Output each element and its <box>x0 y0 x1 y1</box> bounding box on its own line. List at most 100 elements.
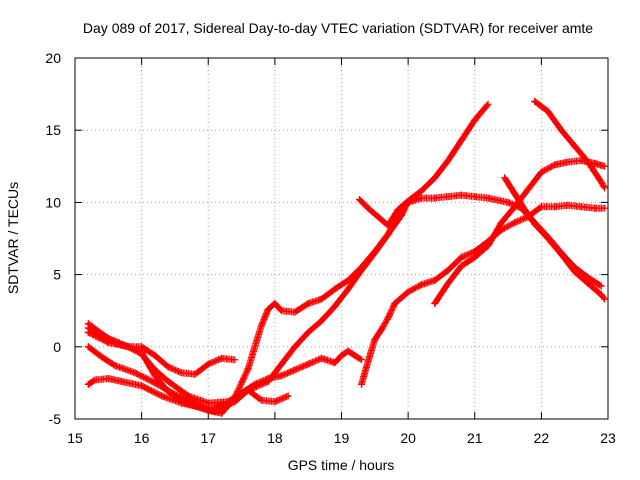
data-point <box>504 198 512 206</box>
data-point <box>457 136 465 144</box>
data-point <box>284 392 292 400</box>
data-point <box>444 157 452 165</box>
data-point <box>511 190 519 198</box>
data-point <box>444 193 452 201</box>
data-point <box>377 325 385 333</box>
data-point <box>191 370 199 378</box>
x-tick-label: 19 <box>334 430 350 446</box>
y-tick-label: 20 <box>45 50 61 66</box>
plot-border <box>74 57 609 420</box>
data-point <box>471 253 479 261</box>
series-track-2 <box>84 320 239 378</box>
data-point <box>178 398 186 406</box>
series-track-5 <box>84 100 492 407</box>
data-point <box>184 392 192 400</box>
data-point <box>591 204 599 212</box>
x-tick-label: 20 <box>400 430 416 446</box>
data-point <box>444 266 452 274</box>
y-tick-label: 5 <box>53 267 61 283</box>
data-point <box>258 321 266 329</box>
data-point <box>151 351 159 359</box>
data-point <box>204 399 212 407</box>
data-point <box>278 360 286 368</box>
data-point <box>304 328 312 336</box>
data-point <box>384 230 392 238</box>
data-point <box>511 219 519 227</box>
data-point <box>231 356 239 364</box>
data-point <box>178 369 186 377</box>
data-point <box>404 288 412 296</box>
y-tick-label: -5 <box>49 411 62 427</box>
tick-labels: 15 16 17 18 19 20 21 22 23 -5 0 5 10 15 20 <box>45 50 616 446</box>
data-point <box>304 360 312 368</box>
data-point <box>291 343 299 351</box>
data-point <box>431 194 439 202</box>
data-point <box>394 206 402 214</box>
data-point <box>84 343 92 351</box>
series-track-6 <box>355 196 412 230</box>
x-tick-label: 15 <box>67 430 83 446</box>
y-tick-label: 10 <box>45 194 61 210</box>
chart-title: Day 089 of 2017, Sidereal Day-to-day VTE… <box>83 20 593 36</box>
data-point <box>431 299 439 307</box>
data-point <box>204 406 212 414</box>
data-point <box>331 359 339 367</box>
data-point <box>557 250 565 258</box>
data-point <box>138 350 146 358</box>
data-point <box>371 336 379 344</box>
data-point <box>251 383 259 391</box>
data-point <box>571 268 579 276</box>
data-point <box>471 116 479 124</box>
data-point <box>278 372 286 380</box>
data-point <box>151 366 159 374</box>
data-point <box>355 196 363 204</box>
data-point <box>601 295 609 303</box>
data-point <box>597 291 605 299</box>
data-point <box>344 285 352 293</box>
data-point <box>597 178 605 186</box>
data-point <box>537 168 545 176</box>
data-point <box>484 100 492 108</box>
data-point <box>444 279 452 287</box>
x-tick-label: 18 <box>267 430 283 446</box>
data-point <box>544 235 552 242</box>
data-point <box>601 162 609 170</box>
data-point <box>271 398 279 406</box>
data-point <box>601 204 609 212</box>
data-point <box>84 380 92 388</box>
data-point <box>417 194 425 202</box>
data-point <box>218 354 226 362</box>
data-point <box>98 353 106 361</box>
data-point <box>597 282 605 290</box>
data-point <box>584 158 592 166</box>
data-point <box>164 388 172 396</box>
data-point <box>371 249 379 257</box>
data-point <box>357 356 365 364</box>
data-point <box>521 206 529 214</box>
data-point <box>537 203 545 211</box>
data-point <box>91 376 99 384</box>
data-point <box>271 299 279 307</box>
y-tick-label: 15 <box>45 122 61 138</box>
data-point <box>291 308 299 316</box>
data-point <box>584 279 592 287</box>
data-point <box>244 364 252 372</box>
data-point <box>571 142 579 150</box>
data-point <box>484 242 492 250</box>
data-point <box>318 295 326 303</box>
data-point <box>164 363 172 371</box>
data-point <box>457 253 465 261</box>
data-point <box>124 343 132 351</box>
data-point <box>104 338 112 346</box>
data-point <box>431 174 439 182</box>
data-point <box>404 197 412 205</box>
data-point <box>238 389 246 397</box>
data-point <box>84 328 92 336</box>
data-point <box>564 158 572 166</box>
data-point <box>357 266 365 274</box>
x-tick-label: 21 <box>467 430 483 446</box>
series-track-10 <box>531 97 609 192</box>
data-point <box>601 184 609 192</box>
